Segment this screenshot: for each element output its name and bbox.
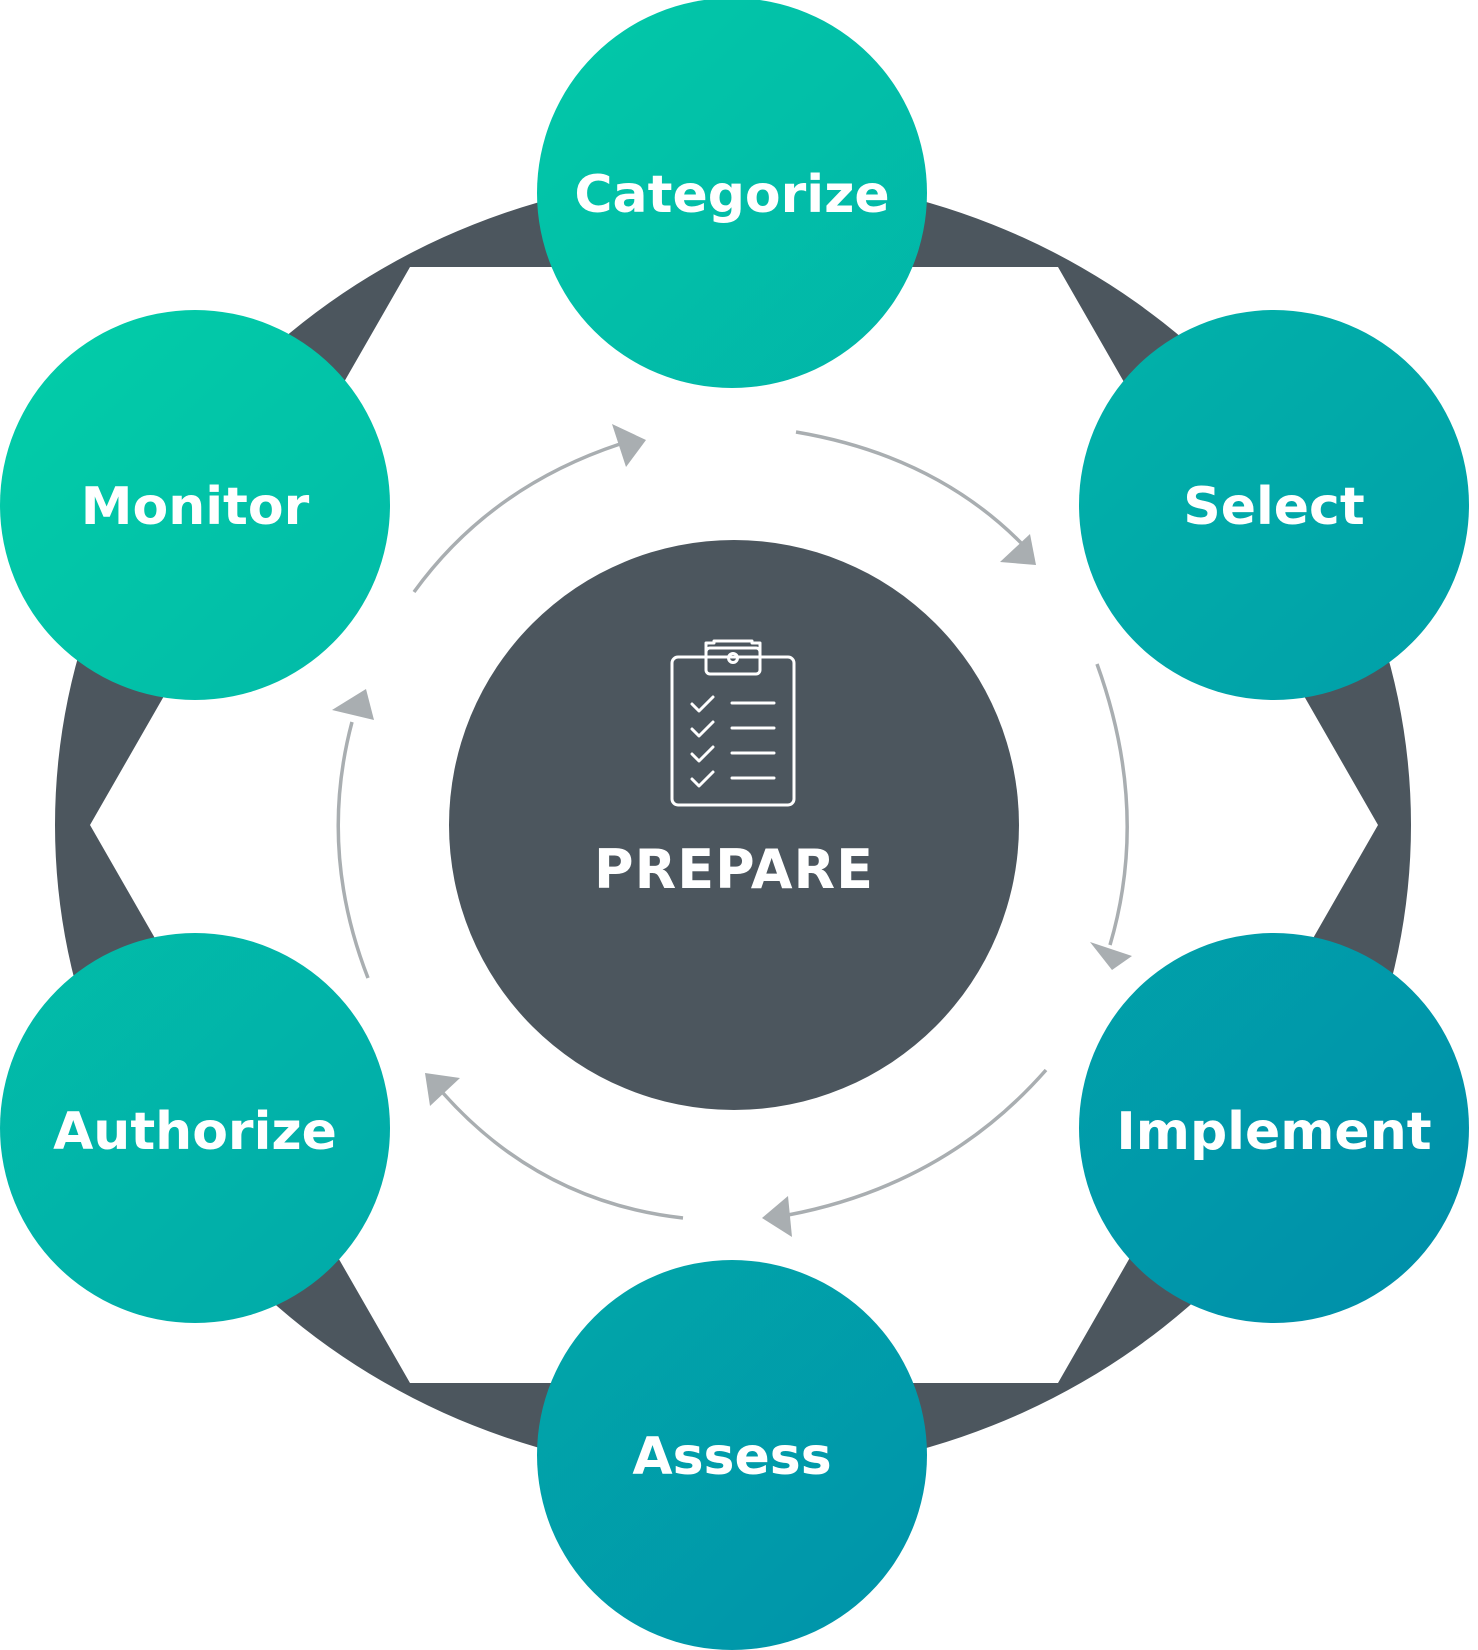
flow-arc-assess-authorize	[441, 1091, 684, 1220]
step-authorize: Authorize	[0, 933, 390, 1323]
step-implement: Implement	[1079, 933, 1469, 1323]
arrowhead-icon	[1000, 534, 1036, 565]
step-circle	[1079, 310, 1469, 700]
step-monitor: Monitor	[0, 310, 390, 700]
step-circle	[0, 933, 390, 1323]
arrowhead-icon	[762, 1196, 792, 1237]
flow-arc-implement-assess	[787, 1068, 1048, 1217]
step-label: Categorize	[574, 165, 889, 225]
arrowhead-icon	[332, 689, 374, 720]
step-label: Monitor	[81, 477, 310, 537]
arrowhead-icon	[612, 424, 646, 467]
step-label: Assess	[632, 1427, 831, 1487]
step-label: Authorize	[53, 1102, 337, 1162]
step-circle	[537, 1260, 927, 1650]
step-circle	[0, 310, 390, 700]
step-assess: Assess	[537, 1260, 927, 1650]
arrowhead-icon	[425, 1073, 460, 1106]
flow-arc-authorize-monitor	[336, 721, 370, 979]
flow-arc-categorize-select	[795, 430, 1028, 550]
flow-arrows	[332, 424, 1132, 1237]
step-circle	[1079, 933, 1469, 1323]
arrowhead-icon	[1090, 942, 1132, 970]
prepare-circle	[449, 540, 1019, 1110]
step-select: Select	[1079, 310, 1469, 700]
prepare-label: PREPARE	[594, 838, 874, 901]
flow-arc-monitor-categorize	[412, 442, 621, 594]
step-categorize: Categorize	[537, 0, 927, 388]
step-label: Implement	[1116, 1102, 1431, 1162]
step-circle	[537, 0, 927, 388]
clipboard-checklist-icon	[670, 639, 796, 807]
step-label: Select	[1183, 477, 1365, 537]
flow-arc-select-implement	[1095, 663, 1129, 946]
